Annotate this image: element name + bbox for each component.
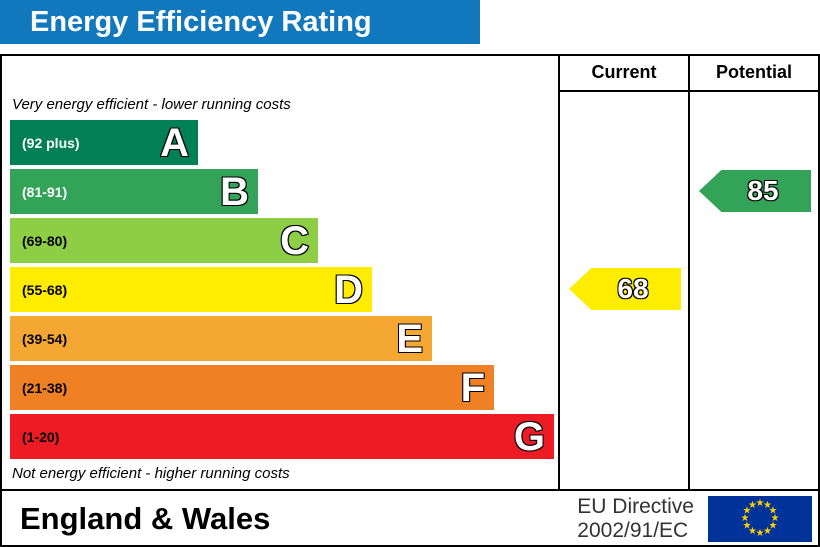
band-e-letter: E: [395, 316, 424, 361]
potential-rating-value: 85: [747, 174, 780, 207]
eu-directive-line1: EU Directive: [577, 494, 694, 518]
region-label: England & Wales: [20, 501, 271, 536]
band-e-range-label: (39-54): [22, 330, 68, 347]
current-rating-value: 68: [617, 272, 650, 305]
band-g-range-label: (1-20): [22, 428, 60, 445]
potential-column: 85: [688, 92, 818, 489]
energy-efficiency-rating-chart: Current Potential Very energy efficient …: [0, 54, 820, 547]
top-note: Very energy efficient - lower running co…: [12, 96, 291, 113]
band-d-letter: D: [333, 267, 364, 312]
band-g-letter: G: [513, 414, 546, 459]
current-column: 68: [558, 92, 688, 489]
eu-directive-line2: 2002/91/EC: [577, 519, 689, 542]
band-g: (1-20) G: [10, 414, 554, 459]
band-f: (21-38) F: [10, 365, 494, 410]
current-rating-arrow: 68: [569, 268, 681, 310]
band-f-letter: F: [460, 365, 486, 410]
band-d: (55-68) D: [10, 267, 372, 312]
band-b-letter: B: [219, 169, 250, 214]
title-bar: Energy Efficiency Rating: [0, 0, 480, 44]
band-f-range-label: (21-38): [22, 379, 68, 396]
band-c-letter: C: [279, 218, 310, 263]
band-scale-column: Very energy efficient - lower running co…: [2, 92, 558, 489]
chart-footer: England & Wales EU Directive 2002/91/EC …: [2, 489, 818, 547]
band-a-letter: A: [159, 120, 190, 165]
band-b-range-label: (81-91): [22, 183, 68, 200]
band-d-range-label: (55-68): [22, 281, 68, 298]
band-c: (69-80) C: [10, 218, 318, 263]
eu-directive-text: EU Directive 2002/91/EC: [577, 495, 694, 543]
band-a: (92 plus) A: [10, 120, 198, 165]
band-e: (39-54) E: [10, 316, 432, 361]
band-c-range-label: (69-80): [22, 232, 68, 249]
band-b: (81-91) B: [10, 169, 258, 214]
bottom-note: Not energy efficient - higher running co…: [12, 465, 290, 482]
column-header-row: Current Potential: [2, 56, 818, 92]
chart-body: Very energy efficient - lower running co…: [2, 92, 818, 489]
potential-rating-arrow: 85: [699, 170, 811, 212]
potential-column-header: Potential: [688, 56, 818, 92]
eu-flag-icon: ★ ★ ★ ★ ★ ★ ★ ★ ★ ★ ★ ★: [708, 496, 812, 542]
page-title: Energy Efficiency Rating: [30, 6, 372, 38]
band-a-range-label: (92 plus): [22, 134, 80, 151]
current-column-header: Current: [558, 56, 688, 92]
header-spacer: [2, 56, 558, 92]
